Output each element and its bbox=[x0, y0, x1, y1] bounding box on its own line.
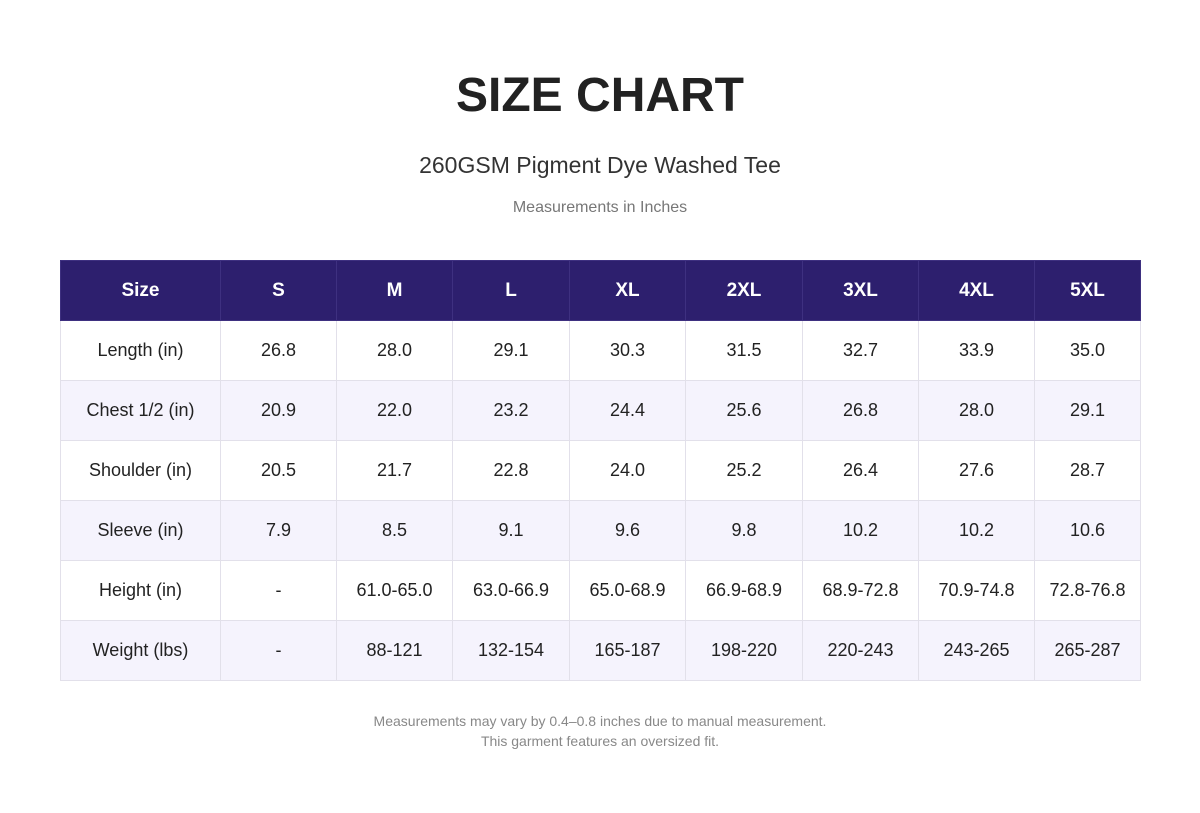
cell: 165-187 bbox=[569, 620, 686, 681]
cell: 33.9 bbox=[918, 320, 1035, 381]
row-label: Length (in) bbox=[60, 320, 221, 381]
cell: 22.8 bbox=[452, 440, 570, 501]
cell: 22.0 bbox=[336, 380, 453, 441]
cell: 26.8 bbox=[802, 380, 919, 441]
table-row: Height (in) -61.0-65.0 63.0-66.9 65.0-68.9 6… bbox=[60, 560, 1141, 621]
column-header: M bbox=[336, 260, 453, 321]
footer-line: Measurements may vary by 0.4–0.8 inches … bbox=[373, 713, 827, 729]
column-header: 3XL bbox=[802, 260, 919, 321]
cell: 72.8-76.8 bbox=[1034, 560, 1141, 621]
column-header: Size bbox=[60, 260, 221, 321]
row-label: Shoulder (in) bbox=[60, 440, 221, 501]
row-label: Chest 1/2 (in) bbox=[60, 380, 221, 441]
note: Measurements in Inches bbox=[512, 199, 688, 216]
table-row: Length (in) 26.8 28.0 29.1 30.3 31.5 32.7 33.9 3… bbox=[60, 320, 1141, 381]
column-header: XL bbox=[569, 260, 686, 321]
footer: Measurements may vary by 0.4–0.8 inches … bbox=[0, 711, 1200, 751]
column-header: 5XL bbox=[1034, 260, 1141, 321]
cell: 23.2 bbox=[452, 380, 570, 441]
cell: 265-287 bbox=[1034, 620, 1141, 681]
row-label: Sleeve (in) bbox=[60, 500, 221, 561]
cell: 29.1 bbox=[1034, 380, 1141, 441]
cell: 28.0 bbox=[336, 320, 453, 381]
cell: 26.8 bbox=[220, 320, 337, 381]
column-header: S bbox=[220, 260, 337, 321]
cell: 70.9-74.8 bbox=[918, 560, 1035, 621]
table-row: Shoulder (in) 20.5 21.7 22.8 24.0 25.2 26.4 27.… bbox=[60, 440, 1141, 501]
cell: - bbox=[220, 560, 337, 621]
cell: 63.0-66.9 bbox=[452, 560, 570, 621]
cell: 25.6 bbox=[685, 380, 803, 441]
cell: 30.3 bbox=[569, 320, 686, 381]
row-label: Height (in) bbox=[60, 560, 221, 621]
cell: 32.7 bbox=[802, 320, 919, 381]
cell: 28.7 bbox=[1034, 440, 1141, 501]
cell: 8.5 bbox=[336, 500, 453, 561]
cell: 61.0-65.0 bbox=[336, 560, 453, 621]
column-header: 4XL bbox=[918, 260, 1035, 321]
cell: 20.9 bbox=[220, 380, 337, 441]
title: SIZE CHART bbox=[456, 69, 744, 122]
row-label: Weight (lbs) bbox=[60, 620, 221, 681]
cell: 220-243 bbox=[802, 620, 919, 681]
header-row: Size S M L XL 2XL 3XL 4XL 5XL bbox=[60, 260, 1141, 321]
cell: 10.6 bbox=[1034, 500, 1141, 561]
cell: 29.1 bbox=[452, 320, 570, 381]
cell: 24.0 bbox=[569, 440, 686, 501]
cell: 10.2 bbox=[918, 500, 1035, 561]
column-header: 2XL bbox=[685, 260, 803, 321]
cell: 25.2 bbox=[685, 440, 803, 501]
cell: 68.9-72.8 bbox=[802, 560, 919, 621]
cell: 9.6 bbox=[569, 500, 686, 561]
cell: 20.5 bbox=[220, 440, 337, 501]
cell: - bbox=[220, 620, 337, 681]
cell: 35.0 bbox=[1034, 320, 1141, 381]
table-row: Chest 1/2 (in) 20.9 22.0 23.2 24.4 25.6 26.8 28… bbox=[60, 380, 1141, 441]
cell: 9.8 bbox=[685, 500, 803, 561]
cell: 26.4 bbox=[802, 440, 919, 501]
subtitle: 260GSM Pigment Dye Washed Tee bbox=[419, 152, 781, 178]
cell: 132-154 bbox=[452, 620, 570, 681]
footer-line: This garment features an oversized fit. bbox=[480, 733, 720, 749]
cell: 7.9 bbox=[220, 500, 337, 561]
size-table: Size S M L XL 2XL 3XL 4XL 5XL Length (in) 26.8 28.… bbox=[60, 260, 1141, 681]
table-body: Length (in) 26.8 28.0 29.1 30.3 31.5 32.7 33.9 3… bbox=[60, 320, 1141, 681]
cell: 65.0-68.9 bbox=[569, 560, 686, 621]
cell: 198-220 bbox=[685, 620, 803, 681]
table-row: Weight (lbs) -88-121 132-154 165-187 198-220… bbox=[60, 620, 1141, 681]
cell: 27.6 bbox=[918, 440, 1035, 501]
cell: 10.2 bbox=[802, 500, 919, 561]
cell: 9.1 bbox=[452, 500, 570, 561]
cell: 88-121 bbox=[336, 620, 453, 681]
cell: 24.4 bbox=[569, 380, 686, 441]
cell: 28.0 bbox=[918, 380, 1035, 441]
column-header: L bbox=[452, 260, 570, 321]
cell: 243-265 bbox=[918, 620, 1035, 681]
table-row: Sleeve (in) 7.9 8.5 9.1 9.6 9.8 10.2 10.2 10.6 bbox=[60, 500, 1141, 561]
cell: 31.5 bbox=[685, 320, 803, 381]
cell: 21.7 bbox=[336, 440, 453, 501]
cell: 66.9-68.9 bbox=[685, 560, 803, 621]
